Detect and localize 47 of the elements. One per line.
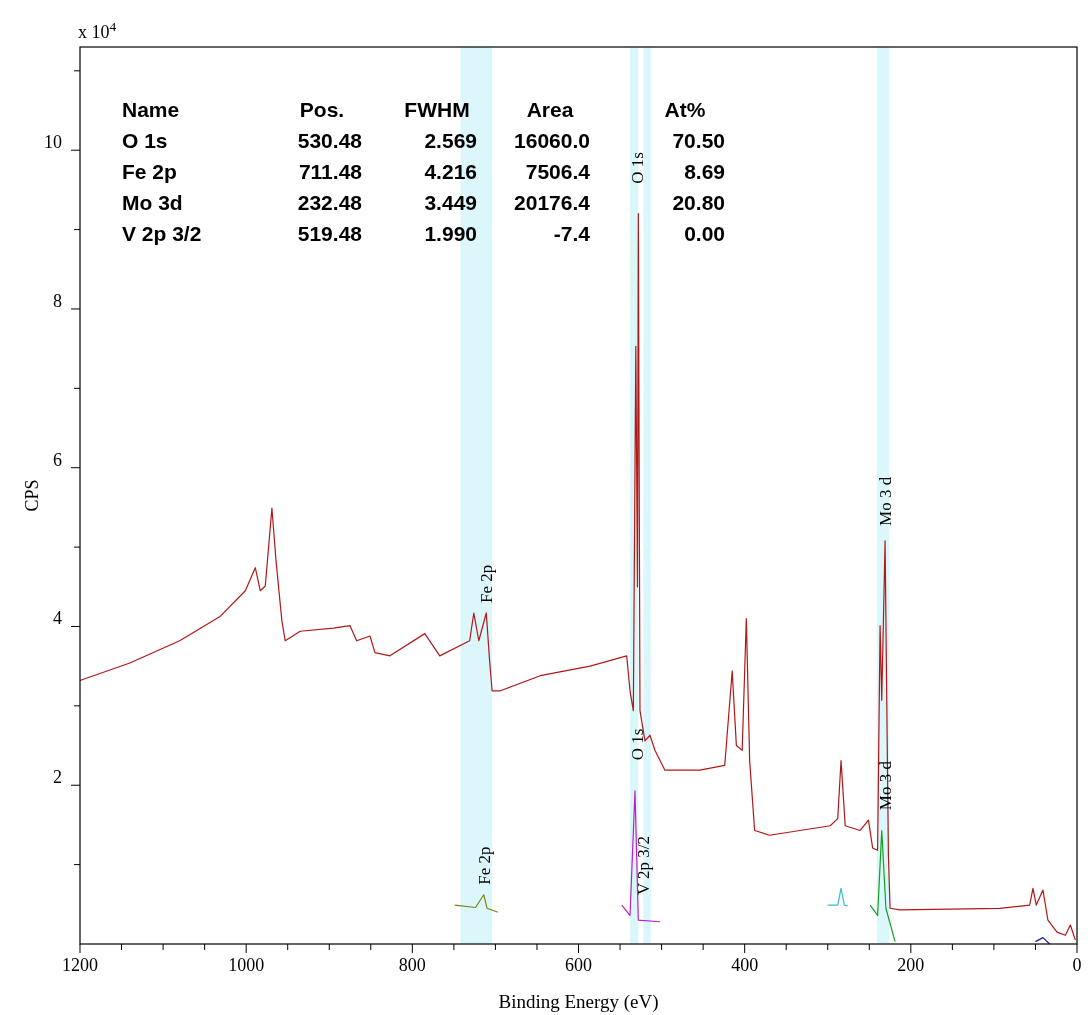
annotation: 2.569 [424,129,477,152]
annotation: 232.48 [297,191,363,214]
annotation: Name [122,98,180,121]
annotation: 20176.4 [514,191,591,214]
annotation: V 2p 3/2 [634,835,654,896]
annotation: 711.48 [298,160,363,183]
annotation: O 1s [122,129,168,152]
annotation: -7.4 [553,222,591,245]
y-tick-label: 2 [53,767,62,788]
x-tick-label: 400 [731,955,759,975]
y-tick-label: 6 [53,449,62,470]
x-tick-label: 0 [1072,955,1082,975]
annotation: 0.00 [684,222,725,245]
annotation: 16060.0 [514,129,590,152]
annotation: Mo 3 d [876,760,896,811]
annotation: 8.69 [684,160,725,183]
annotation: Fe 2p [474,846,494,885]
annotation: Fe 2p [477,564,497,603]
annotation: O 1s [627,152,647,184]
annotation: Pos. [299,98,345,121]
annotation: Fe 2p [122,160,177,183]
annotation: Area [526,98,574,121]
x-tick-label: 1200 [62,955,98,975]
x-axis-title: Binding Energy (eV) [498,991,659,1013]
x-tick-label: 800 [398,955,426,975]
x-tick-label: 600 [565,955,592,975]
annotation: V 2p 3/2 [122,222,202,245]
annotation: O 1s [627,728,647,761]
annotation: 4.216 [424,160,477,183]
annotation: 7506.4 [525,160,591,183]
annotation: 3.449 [424,191,477,214]
y-tick-label: 8 [53,290,62,311]
annotation: At% [664,98,706,121]
annotation: 530.48 [297,129,363,152]
annotation: Mo 3d [122,191,183,214]
annotation: 70.50 [672,129,725,152]
annotation: 519.48 [297,222,363,245]
text: x 10$^{4}$ [78,18,117,42]
y-tick-label: 10 [44,132,62,153]
annotation: 1.990 [424,222,477,245]
x-tick-label: 1000 [228,955,265,975]
annotation: 20.80 [672,191,725,214]
annotation: FWHM [404,98,470,121]
x-tick-label: 200 [897,955,925,975]
y-tick-label: 4 [53,608,62,629]
annotation: Mo 3 d [876,476,896,526]
y-axis-title: CPS [22,479,42,512]
